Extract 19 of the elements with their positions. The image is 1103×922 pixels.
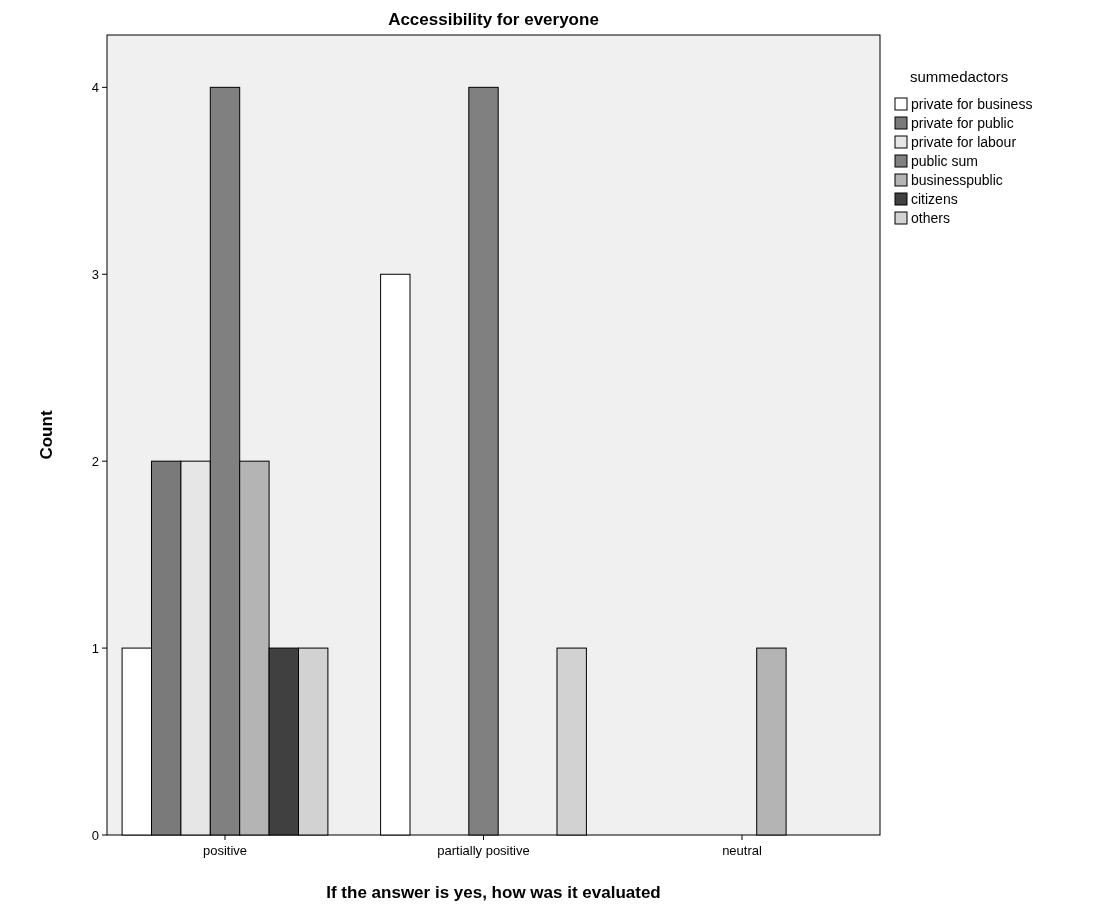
legend-title: summedactors xyxy=(910,68,1009,85)
y-tick-label: 4 xyxy=(91,79,99,95)
x-tick-label: positive xyxy=(202,843,248,858)
legend-label: private for labour xyxy=(911,133,1017,150)
chart-title: Accessibility for everyone xyxy=(388,10,599,29)
x-axis-title: If the answer is yes, how was it evaluated xyxy=(326,883,661,902)
legend-label: citizens xyxy=(911,190,958,207)
y-tick-label: 1 xyxy=(91,640,99,656)
y-tick-label: 0 xyxy=(91,827,99,843)
legend-label: others xyxy=(911,209,950,226)
x-tick-label: neutral xyxy=(722,843,762,858)
legend-label: businesspublic xyxy=(911,171,1003,188)
y-tick-label: 2 xyxy=(91,453,99,469)
legend-label: private for business xyxy=(911,95,1033,112)
y-tick-label: 3 xyxy=(91,266,99,282)
y-axis-title: Count xyxy=(37,410,56,460)
x-tick-label: partially positive xyxy=(437,843,530,858)
legend-label: public sum xyxy=(911,152,978,169)
legend-label: private for public xyxy=(911,114,1014,131)
